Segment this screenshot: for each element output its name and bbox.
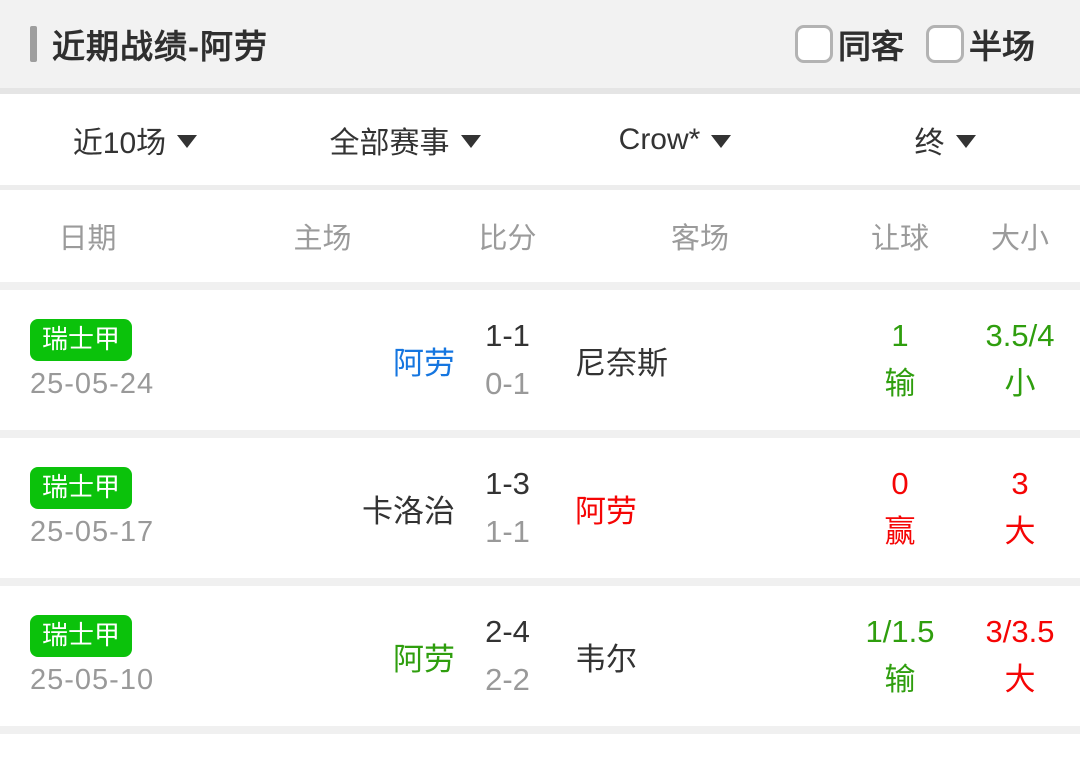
over-under-result: 大	[1004, 514, 1036, 549]
filter-bar: 近10场 全部赛事 Crow* 终	[0, 94, 1080, 185]
handicap-line: 0	[891, 466, 909, 501]
fulltime-score: 1-3	[485, 466, 530, 501]
chevron-down-icon	[460, 135, 481, 148]
handicap-line: 1	[891, 318, 909, 353]
table-row[interactable]: 瑞士甲 0.5 3	[0, 734, 1080, 768]
same-away-label: 同客	[838, 28, 904, 65]
handicap-line: 1/1.5	[865, 614, 935, 649]
handicap-result: 输	[884, 662, 916, 697]
halftime-score: 1-1	[485, 514, 530, 549]
row-separator	[0, 430, 1080, 438]
chevron-down-icon	[711, 135, 732, 148]
over-under-cell: 3	[960, 734, 1080, 768]
column-header-over-under: 大小	[990, 223, 1049, 255]
same-away-checkbox[interactable]	[795, 25, 833, 63]
checkbox-group: 同客 半场	[795, 20, 1035, 68]
chevron-down-icon	[955, 135, 976, 148]
handicap-cell: 0.5	[840, 734, 960, 768]
filter-match-count-label: 近10场	[72, 126, 167, 160]
row-separator	[0, 282, 1080, 290]
home-team-link[interactable]: 卡洛治	[362, 493, 455, 529]
match-date-cell: 瑞士甲 25-05-17	[0, 438, 190, 578]
match-date: 25-05-24	[30, 368, 155, 401]
match-date: 25-05-17	[30, 516, 155, 549]
column-header-away: 客场	[670, 223, 729, 255]
table-row[interactable]: 瑞士甲 25-05-24 阿劳 1-1 0-1 尼奈斯 1 输 3.5/4 小	[0, 290, 1080, 430]
fulltime-score: 2-4	[485, 614, 530, 649]
filter-odds-time-dropdown[interactable]: 终	[810, 118, 1080, 162]
row-separator	[0, 578, 1080, 586]
halftime-score: 0-1	[485, 366, 530, 401]
filter-odds-time-label: 终	[914, 126, 945, 160]
away-team-link[interactable]: 韦尔	[575, 641, 637, 677]
table-header: 日期 主场 比分 客场 让球 大小	[0, 190, 1080, 282]
handicap-cell: 1 输	[840, 290, 960, 430]
half-time-label: 半场	[969, 28, 1035, 65]
half-time-checkbox[interactable]	[926, 25, 964, 63]
handicap-cell: 0 赢	[840, 438, 960, 578]
match-date-cell: 瑞士甲 25-05-10	[0, 586, 190, 726]
score-cell: 1-1 0-1	[455, 290, 560, 430]
section-divider	[0, 88, 1080, 94]
table-row[interactable]: 瑞士甲 25-05-10 阿劳 2-4 2-2 韦尔 1/1.5 输 3/3.5…	[0, 586, 1080, 726]
title-bar: 近期战绩-阿劳 同客 半场	[0, 0, 1080, 88]
column-header-date: 日期	[58, 223, 117, 255]
column-header-handicap: 让球	[870, 223, 929, 255]
home-team-link[interactable]: 阿劳	[393, 345, 455, 381]
filter-competition-dropdown[interactable]: 全部赛事	[270, 118, 540, 162]
over-under-cell: 3 大	[960, 438, 1080, 578]
score-cell	[455, 734, 560, 768]
league-badge[interactable]: 瑞士甲	[30, 614, 133, 658]
handicap-result: 输	[884, 366, 916, 401]
handicap-result: 赢	[884, 514, 916, 549]
column-header-score: 比分	[478, 223, 537, 255]
fulltime-score: 1-1	[485, 318, 530, 353]
same-away-toggle[interactable]: 同客	[795, 20, 904, 68]
over-under-cell: 3/3.5 大	[960, 586, 1080, 726]
over-under-cell: 3.5/4 小	[960, 290, 1080, 430]
home-team-link[interactable]: 阿劳	[393, 641, 455, 677]
league-badge[interactable]: 瑞士甲	[30, 318, 133, 362]
half-time-toggle[interactable]: 半场	[926, 20, 1035, 68]
title-accent-bar	[30, 26, 37, 62]
score-cell: 2-4 2-2	[455, 586, 560, 726]
handicap-cell: 1/1.5 输	[840, 586, 960, 726]
match-date-cell: 瑞士甲	[0, 734, 190, 768]
away-team-link[interactable]	[560, 734, 840, 768]
over-under-result: 小	[1004, 366, 1036, 401]
filter-bookmaker-dropdown[interactable]: Crow*	[540, 123, 810, 157]
halftime-score: 2-2	[485, 662, 530, 697]
league-badge[interactable]: 瑞士甲	[30, 466, 133, 510]
chevron-down-icon	[177, 135, 198, 148]
score-cell: 1-3 1-1	[455, 438, 560, 578]
table-row[interactable]: 瑞士甲 25-05-17 卡洛治 1-3 1-1 阿劳 0 赢 3 大	[0, 438, 1080, 578]
filter-bookmaker-label: Crow*	[618, 122, 701, 156]
column-header-home: 主场	[293, 223, 352, 255]
match-date: 25-05-10	[30, 664, 155, 697]
over-under-line: 3	[1011, 466, 1029, 501]
away-team-link[interactable]: 尼奈斯	[575, 345, 668, 381]
row-separator	[0, 726, 1080, 734]
match-date-cell: 瑞士甲 25-05-24	[0, 290, 190, 430]
filter-match-count-dropdown[interactable]: 近10场	[0, 118, 270, 162]
page-title: 近期战绩-阿劳	[52, 28, 268, 65]
over-under-result: 大	[1004, 662, 1036, 697]
filter-competition-label: 全部赛事	[329, 126, 450, 160]
home-team-link[interactable]	[190, 734, 455, 768]
section-divider	[0, 185, 1080, 190]
over-under-line: 3.5/4	[985, 318, 1055, 353]
away-team-link[interactable]: 阿劳	[575, 493, 637, 529]
over-under-line: 3/3.5	[985, 614, 1055, 649]
